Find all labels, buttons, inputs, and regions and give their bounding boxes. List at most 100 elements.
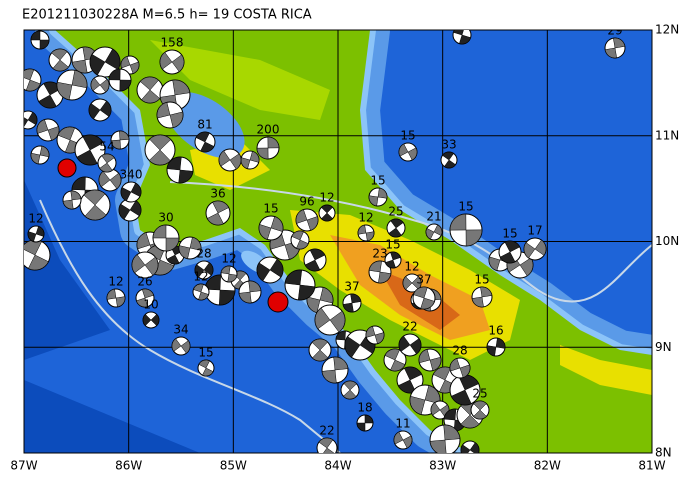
- beachball: [340, 380, 360, 400]
- beachball: [284, 269, 316, 301]
- beachball-quadrant: [195, 131, 215, 153]
- beachball-quadrant: [356, 414, 374, 432]
- beachball-quadrant: [120, 56, 140, 74]
- beachball: [218, 148, 242, 172]
- y-axis-label: 8N: [655, 446, 672, 460]
- event-depth-label: 25: [388, 205, 403, 219]
- beachball: [429, 424, 461, 453]
- beachball: [120, 55, 140, 75]
- beachball: [412, 286, 436, 310]
- event-depth-label: 15: [400, 129, 415, 143]
- event-depth-label: 26: [137, 275, 152, 289]
- beachball-quadrant: [148, 134, 172, 166]
- beachball-quadrant: [398, 335, 422, 355]
- event-depth-label: 28: [452, 344, 467, 358]
- beachball: [449, 374, 481, 406]
- event-depth-label: 15: [385, 238, 400, 252]
- beachball-quadrant: [460, 442, 480, 453]
- beachball: [316, 437, 338, 453]
- beachball: [425, 223, 443, 241]
- event-depth-label: 33: [441, 138, 456, 152]
- beachball: [24, 68, 42, 92]
- beachball: [56, 69, 88, 101]
- beachball-quadrant: [56, 69, 88, 101]
- beachball-quadrant: [388, 218, 404, 238]
- beachball-quadrant: [171, 338, 191, 354]
- beachball: [267, 291, 289, 313]
- beachball-quadrant: [304, 248, 326, 272]
- beachball-quadrant: [357, 224, 375, 242]
- beachball: [159, 49, 185, 75]
- beachball: [30, 145, 50, 165]
- beachball-quadrant: [106, 288, 126, 308]
- beachball: [24, 110, 38, 130]
- beachball: [498, 240, 522, 264]
- beachball: [604, 37, 626, 59]
- beachball-quadrant: [311, 338, 329, 362]
- event-depth-label: 12: [358, 211, 373, 225]
- beachball-quadrant: [51, 48, 69, 72]
- event-depth-label: 28: [196, 247, 211, 261]
- beachball-quadrant: [295, 209, 319, 231]
- beachball-quadrant: [198, 359, 214, 377]
- beachball: [471, 286, 493, 308]
- beachball-circle: [267, 291, 289, 313]
- beachball-quadrant: [284, 269, 316, 301]
- beachball: [398, 142, 418, 162]
- beachball-quadrant: [384, 348, 406, 372]
- beachball-circle: [57, 158, 77, 178]
- beachball-quadrant: [240, 151, 260, 169]
- beachball-quadrant: [471, 286, 493, 308]
- beachball: [74, 134, 106, 166]
- beachball-quadrant: [258, 216, 284, 240]
- beachball: [486, 337, 506, 357]
- beachball-quadrant: [320, 204, 334, 222]
- beachball-quadrant: [393, 431, 413, 449]
- beachball-quadrant: [194, 262, 214, 278]
- beachball-quadrant: [193, 283, 209, 301]
- beachball: [368, 187, 388, 207]
- beachball-quadrant: [62, 190, 82, 210]
- beachball-quadrant: [110, 130, 130, 150]
- beachball: [318, 204, 336, 222]
- beachball: [452, 30, 472, 45]
- event-depth-label: 22: [319, 424, 334, 438]
- beachball: [97, 153, 117, 173]
- event-depth-label: 340: [120, 168, 143, 182]
- event-depth-label: 10: [143, 298, 158, 312]
- event-depth-label: 11: [395, 417, 410, 431]
- beachball-quadrant: [425, 224, 443, 240]
- x-axis-label: 84W: [324, 459, 351, 473]
- beachball: [36, 81, 64, 109]
- x-axis-label: 82W: [534, 459, 561, 473]
- beachball: [470, 400, 490, 420]
- event-depth-label: 12: [28, 212, 43, 226]
- beachball-quadrant: [139, 76, 161, 104]
- event-depth-label: 12: [193, 270, 208, 284]
- beachball: [24, 239, 51, 271]
- beachball-quadrant: [402, 276, 422, 290]
- beachball: [90, 75, 110, 95]
- beachball: [290, 230, 310, 250]
- beachball-quadrant: [178, 236, 202, 260]
- beachball: [152, 224, 180, 252]
- beachball: [88, 98, 112, 122]
- beachball-quadrant: [256, 258, 284, 282]
- beachball-quadrant: [385, 251, 401, 269]
- beachball-quadrant: [368, 260, 392, 284]
- beachball-quadrant: [131, 254, 159, 276]
- beachball: [178, 236, 202, 260]
- beachball: [48, 48, 72, 72]
- beachball: [449, 357, 471, 379]
- beachball-quadrant: [218, 150, 242, 170]
- x-axis-label: 83W: [429, 459, 456, 473]
- map-frame: [23, 29, 653, 454]
- beachball-quadrant: [27, 226, 45, 242]
- y-axis-label: 12N: [655, 23, 679, 37]
- y-axis-label: 11N: [655, 128, 679, 142]
- beachball: [120, 181, 142, 203]
- beachball-quadrant: [90, 77, 110, 93]
- event-depth-label: 15: [454, 12, 469, 26]
- beachball-quadrant: [413, 286, 435, 310]
